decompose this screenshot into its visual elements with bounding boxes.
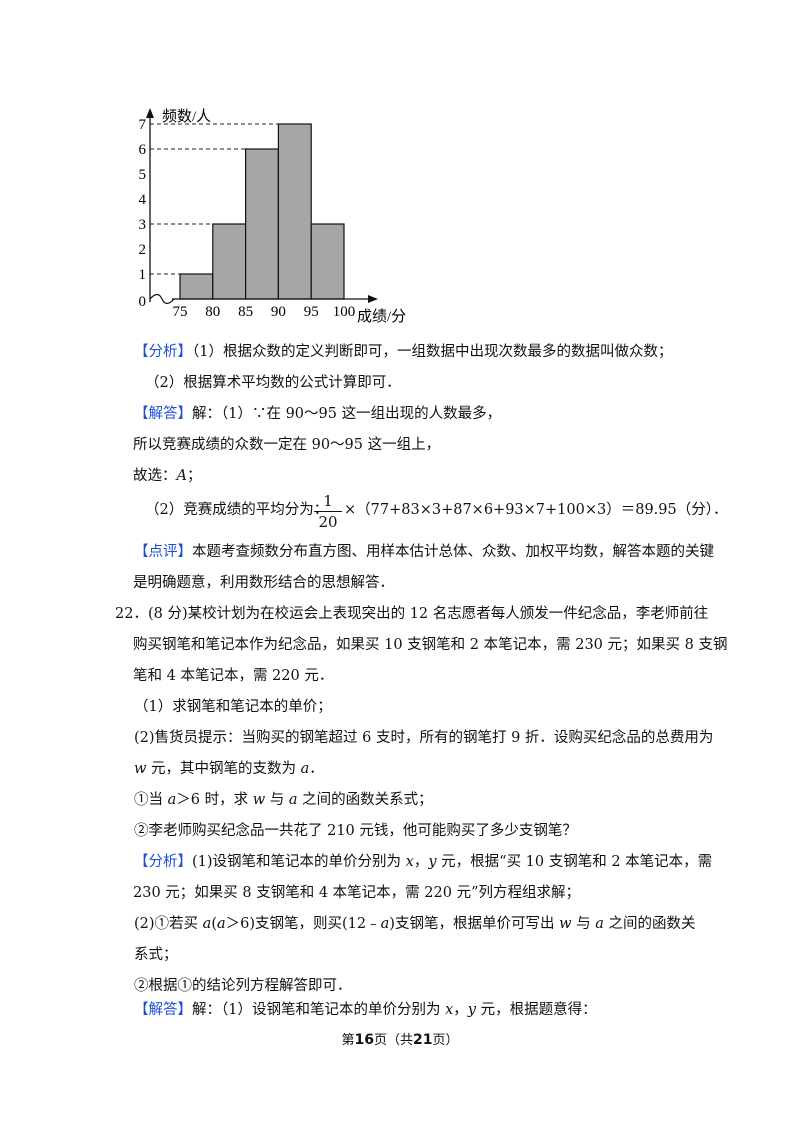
page-total: 21: [413, 1032, 433, 1048]
y-tick-label: 0: [139, 294, 147, 310]
x-tick-label: 75: [173, 304, 188, 320]
y-tick-labels: 0 1 2 3 4 5 6 7: [139, 117, 147, 310]
y-tick-label: 1: [139, 267, 147, 283]
comment-tag: 【点评】: [134, 544, 192, 560]
analysis-line-1: 【分析】（1）根据众数的定义判断即可，一组数据中出现次数最多的数据叫做众数；: [134, 344, 673, 360]
y-axis-arrow: [146, 108, 154, 118]
solution-line-4b: ×（77+83×3+87×6+93×7+100×3）＝89.95（分）．: [344, 502, 728, 518]
question-22-line-3: 笔和 4 本笔记本，需 220 元．: [133, 668, 334, 684]
comment-line-2: 是明确题意，利用数形结合的思想解答．: [133, 575, 394, 591]
question-22-sub-1: ①当 a＞6 时，求 w 与 a 之间的函数关系式；: [134, 792, 433, 808]
analysis-22-line-5: ②根据①的结论列方程解答即可．: [134, 978, 352, 994]
solution-line-1: 【解答】解：（1）∵在 90～95 这一组出现的人数最多，: [134, 406, 502, 422]
x-tick-label: 85: [238, 304, 253, 320]
fraction-one-twentieth: 1 20: [314, 492, 342, 531]
solution-line-2: 所以竞赛成绩的众数一定在 90～95 这一组上，: [133, 437, 441, 453]
analysis-tag: 【分析】: [134, 344, 192, 360]
frequency-histogram: 0 1 2 3 4 5 6 7 75 80 85 90 95 100 频数/人 成绩/分: [139, 108, 406, 325]
dashed-guide-lines: [150, 123, 279, 275]
analysis-22-tag: 【分析】: [134, 854, 192, 870]
x-axis-label: 成绩/分: [357, 308, 406, 325]
analysis-22-line-3: (2)①若买 a(a＞6)支钢笔，则买(12﹣a)支钢笔，根据单价可写出 w 与…: [134, 916, 696, 932]
x-tick-label: 100: [333, 304, 356, 320]
analysis-22-line-2: 230 元；如果买 8 支钢笔和 4 本笔记本，需 220 元”列方程组求解；: [133, 885, 580, 901]
x-tick-labels: 75 80 85 90 95 100: [173, 304, 356, 320]
analysis-22-line-1: 【分析】(1)设钢笔和笔记本的单价分别为 x，y 元，根据“买 10 支钢笔和 …: [134, 854, 713, 870]
histogram-bar: [277, 123, 312, 300]
y-tick-label: 3: [139, 217, 147, 233]
comment-line-1: 【点评】本题考查频数分布直方图、用样本估计总体、众数、加权平均数，解答本题的关键: [134, 544, 714, 560]
chart-axes: [146, 108, 378, 305]
question-22-line-2: 购买钢笔和笔记本作为纪念品，如果买 10 支钢笔和 2 本笔记本，需 230 元…: [133, 637, 728, 653]
histogram-bar: [245, 148, 280, 300]
analysis-22-line-4: 系式；: [134, 947, 178, 963]
question-22-part-2: (2)售货员提示：当购买的钢笔超过 6 支时，所有的钢笔打 9 折．设购买纪念品…: [134, 730, 714, 746]
page-footer: 第16页（共21页）: [341, 1032, 459, 1048]
y-tick-label: 4: [139, 192, 147, 208]
axis-break-mark: [149, 293, 175, 305]
page-number: 16: [354, 1032, 374, 1048]
y-tick-label: 5: [139, 167, 147, 183]
histogram-bar: [179, 273, 214, 300]
solution-tag: 【解答】: [134, 406, 192, 422]
y-tick-label: 2: [139, 242, 147, 258]
y-tick-label: 6: [139, 142, 147, 158]
question-22-sub-2: ②李老师购买纪念品一共花了 210 元钱，他可能购买了多少支钢笔？: [134, 823, 577, 839]
analysis-line-2: （2）根据算术平均数的公式计算即可．: [145, 375, 401, 391]
histogram-bar: [310, 223, 345, 300]
x-tick-label: 90: [271, 304, 286, 320]
histogram-bars: [179, 123, 345, 300]
x-tick-label: 95: [304, 304, 319, 320]
solution-22-tag: 【解答】: [134, 1002, 192, 1018]
y-axis-label: 频数/人: [162, 108, 211, 125]
solution-line-3: 故选：A；: [133, 468, 202, 484]
solution-line-4a: （2）竞赛成绩的平均分为：: [145, 502, 329, 518]
histogram-bar: [212, 223, 247, 300]
question-22-part-2-cont: w 元，其中钢笔的支数为 a．: [134, 761, 324, 777]
y-tick-label: 7: [139, 117, 147, 133]
solution-22-line-1: 【解答】解：（1）设钢笔和笔记本的单价分别为 x，y 元，根据题意得：: [134, 1002, 597, 1018]
x-axis-arrow: [368, 295, 378, 303]
x-tick-label: 80: [205, 304, 220, 320]
question-22-part-1: （1）求钢笔和笔记本的单价；: [134, 699, 332, 715]
question-22-line-1: 22．(8 分)某校计划为在校运会上表现突出的 12 名志愿者每人颁发一件纪念品…: [115, 606, 709, 622]
